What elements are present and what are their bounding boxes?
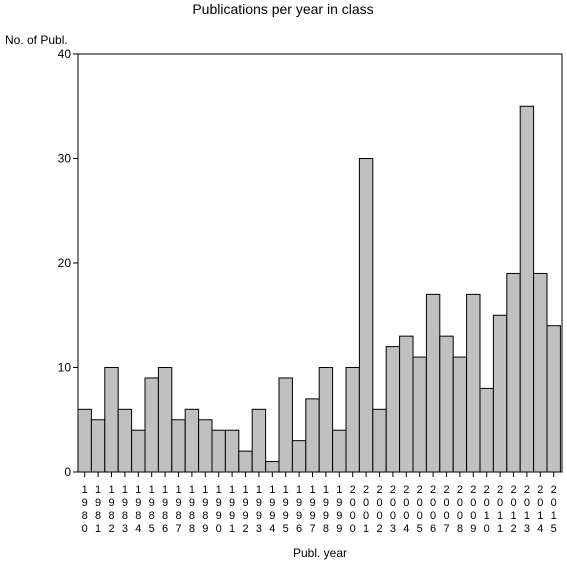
bar-1984 [131, 429, 146, 473]
bar-1989 [198, 419, 213, 473]
bar-2010 [479, 387, 494, 473]
bar-2012 [506, 272, 521, 473]
bar-2007 [439, 335, 454, 473]
bar-2000 [345, 367, 360, 473]
y-axis: 0 10 20 30 40 [58, 47, 78, 479]
bar-1983 [117, 408, 133, 473]
bar-2005 [412, 356, 427, 473]
bar-1994 [265, 461, 280, 473]
y-tick-label-40: 40 [58, 47, 72, 61]
bar-2008 [452, 356, 468, 473]
y-tick-label-30: 30 [58, 152, 72, 166]
bar-1988 [184, 408, 200, 473]
y-tick-label-10: 10 [58, 361, 72, 375]
bar-1982 [104, 367, 119, 473]
bar-2013 [519, 105, 535, 473]
bar-1997 [305, 398, 320, 473]
y-tick-label-20: 20 [58, 256, 72, 270]
y-axis-label: No. of Publ. [5, 33, 68, 47]
bar-1987 [171, 419, 186, 473]
bar-1986 [157, 367, 173, 473]
bar-2014 [533, 272, 548, 473]
bar-2001 [358, 158, 374, 473]
bar-1980 [77, 408, 92, 473]
bar-1996 [291, 440, 307, 473]
bars-group [77, 105, 561, 473]
bar-1995 [278, 377, 293, 473]
bar-1985 [144, 377, 159, 473]
x-axis: 1 9 8 0 1 9 8 1 1 9 8 2 1 9 8 3 1 9 8 4 1 9 8 5 1 9 8 6 1 9 8 7 1 9 8 8 1 9 8 9… [82, 472, 557, 535]
bar-2002 [372, 408, 387, 473]
bar-1981 [90, 419, 106, 473]
bar-2011 [492, 314, 508, 473]
bar-1998 [318, 367, 334, 473]
bar-1999 [332, 429, 347, 473]
bar-2003 [385, 346, 401, 473]
bar-2015 [546, 325, 561, 473]
y-tick-label-0: 0 [64, 465, 71, 479]
chart-title: Publications per year in class [192, 1, 373, 17]
bar-2004 [399, 335, 414, 473]
x-axis-label: Publ. year [293, 546, 347, 560]
bar-1992 [238, 450, 253, 473]
bar-2009 [466, 293, 481, 473]
bar-1993 [251, 408, 267, 473]
bar-2006 [425, 293, 441, 473]
bar-1991 [224, 429, 240, 473]
bar-1990 [211, 429, 226, 473]
